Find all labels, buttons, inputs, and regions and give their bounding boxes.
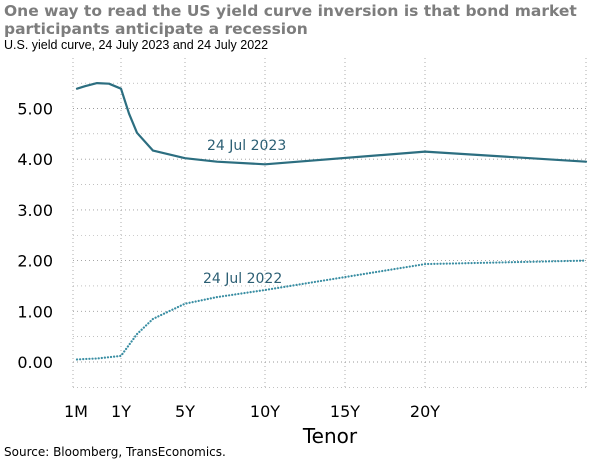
- axis-ticks: 0.00 1.00 2.00 3.00 4.00 5.00 1M 1Y 5Y 10Y 15Y 20Y: [17, 100, 440, 422]
- x-tick-label: 5Y: [175, 402, 195, 421]
- y-tick-label: 1.00: [17, 302, 53, 321]
- y-tick-label: 5.00: [17, 100, 53, 119]
- series-annotation: 24 Jul 2023: [207, 138, 286, 154]
- chart-title: One way to read the US yield curve inver…: [4, 2, 577, 38]
- series-lines: [75, 82, 588, 361]
- series-line-2: [75, 259, 588, 361]
- grid-lines: [72, 58, 587, 388]
- x-tick-label: 1M: [64, 402, 88, 421]
- y-tick-label: 3.00: [17, 201, 53, 220]
- source-note: Source: Bloomberg, TransEconomics.: [4, 445, 226, 459]
- x-tick-label: 20Y: [410, 402, 440, 421]
- series-annotations: 24 Jul 2023 24 Jul 2022: [203, 138, 286, 287]
- y-tick-label: 4.00: [17, 150, 53, 169]
- x-tick-label: 10Y: [250, 402, 280, 421]
- x-axis-label: Tenor: [302, 424, 358, 448]
- series-line-1: [75, 82, 588, 166]
- series-annotation: 24 Jul 2022: [203, 271, 282, 287]
- chart-subtitle: U.S. yield curve, 24 July 2023 and 24 Ju…: [4, 38, 269, 52]
- x-tick-label: 15Y: [330, 402, 360, 421]
- y-tick-label: 0.00: [17, 353, 53, 372]
- x-tick-label: 1Y: [111, 402, 131, 421]
- y-tick-label: 2.00: [17, 252, 53, 271]
